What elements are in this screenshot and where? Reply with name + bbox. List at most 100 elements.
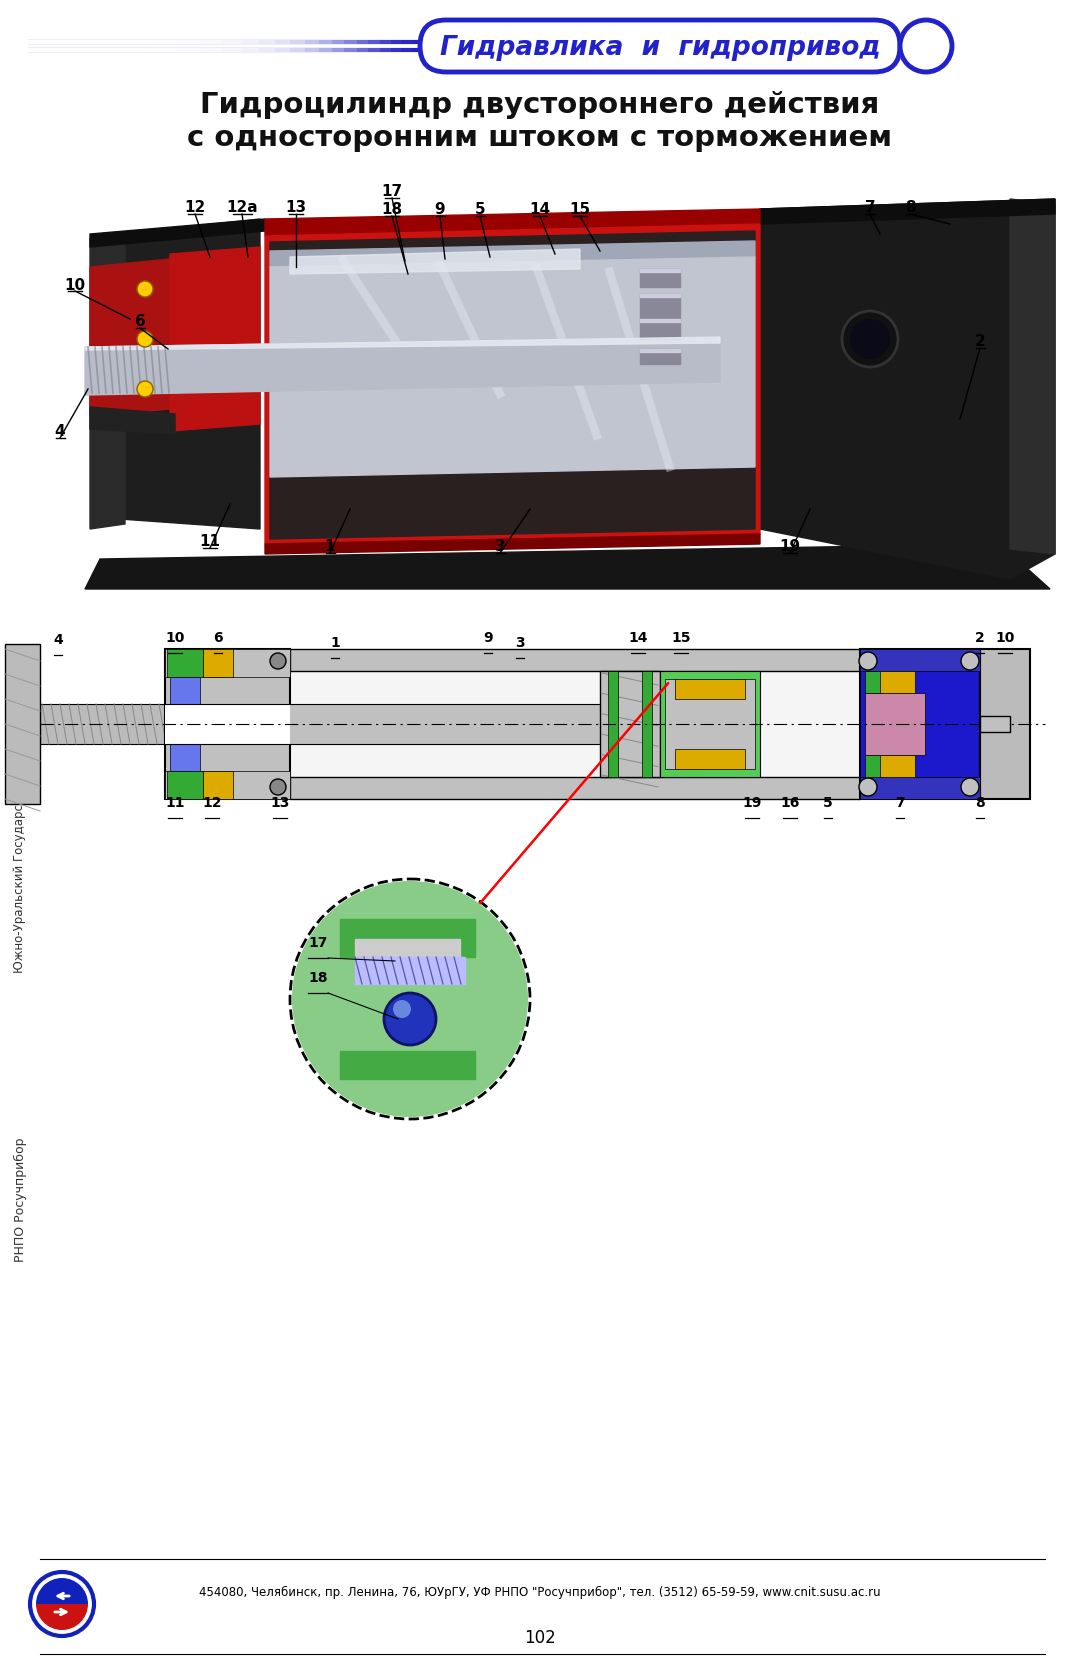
Circle shape	[961, 779, 978, 797]
Polygon shape	[165, 704, 291, 744]
Circle shape	[850, 319, 890, 359]
Text: 17: 17	[381, 185, 403, 200]
Text: 454080, Челябинск, пр. Ленина, 76, ЮУрГУ, УФ РНПО "Росучприбор", тел. (3512) 65-: 454080, Челябинск, пр. Ленина, 76, ЮУрГУ…	[199, 1584, 881, 1597]
Polygon shape	[1010, 200, 1055, 554]
Text: 17: 17	[308, 935, 327, 950]
Circle shape	[270, 654, 286, 669]
Polygon shape	[291, 777, 860, 799]
Text: 11: 11	[200, 534, 220, 549]
Text: 102: 102	[524, 1627, 556, 1646]
Text: 3: 3	[495, 539, 505, 554]
Text: 18: 18	[381, 203, 403, 218]
Text: Гидравлика  и  гидропривод: Гидравлика и гидропривод	[440, 35, 880, 62]
Text: 8: 8	[905, 200, 916, 215]
Wedge shape	[36, 1577, 87, 1604]
Circle shape	[859, 652, 877, 671]
Text: 13: 13	[270, 795, 289, 809]
Polygon shape	[760, 200, 1055, 579]
Polygon shape	[340, 920, 475, 957]
Circle shape	[859, 779, 877, 797]
Polygon shape	[665, 679, 755, 769]
Polygon shape	[265, 210, 760, 236]
Text: РНПО Росучприбор: РНПО Росучприбор	[13, 1137, 27, 1261]
Polygon shape	[640, 319, 680, 323]
Polygon shape	[90, 220, 265, 248]
Polygon shape	[203, 649, 233, 677]
Circle shape	[393, 1000, 411, 1018]
Polygon shape	[860, 649, 980, 799]
Polygon shape	[265, 225, 760, 544]
Polygon shape	[90, 235, 125, 529]
Text: 14: 14	[629, 631, 648, 644]
Polygon shape	[165, 772, 291, 799]
Text: 1: 1	[325, 539, 335, 554]
Polygon shape	[40, 704, 165, 744]
Circle shape	[842, 311, 897, 368]
Circle shape	[30, 1572, 94, 1636]
Text: 18: 18	[308, 970, 327, 985]
Polygon shape	[340, 1052, 475, 1080]
Polygon shape	[860, 777, 980, 799]
Polygon shape	[640, 349, 680, 364]
Polygon shape	[291, 250, 580, 275]
Circle shape	[961, 652, 978, 671]
Text: 15: 15	[569, 203, 591, 218]
Circle shape	[900, 22, 951, 73]
Circle shape	[137, 281, 153, 298]
Polygon shape	[880, 755, 915, 777]
Polygon shape	[203, 772, 233, 799]
Text: 19: 19	[780, 539, 800, 554]
Polygon shape	[660, 672, 760, 777]
Polygon shape	[165, 649, 291, 799]
Polygon shape	[90, 260, 170, 418]
Text: 3: 3	[515, 636, 525, 649]
Text: 9: 9	[434, 203, 445, 218]
Polygon shape	[865, 694, 924, 755]
Text: 12: 12	[185, 200, 205, 215]
Polygon shape	[880, 672, 915, 694]
Text: 7: 7	[895, 795, 905, 809]
Text: с односторонним штоком с торможением: с односторонним штоком с торможением	[188, 123, 892, 151]
Circle shape	[291, 880, 530, 1120]
Text: 15: 15	[672, 631, 691, 644]
Polygon shape	[291, 672, 860, 777]
Text: Южно-Уральский Государственный университет: Южно-Уральский Государственный университ…	[13, 667, 27, 972]
Text: 12: 12	[202, 795, 221, 809]
Text: 1: 1	[330, 636, 340, 649]
Polygon shape	[120, 220, 260, 529]
Polygon shape	[170, 677, 200, 772]
Polygon shape	[355, 957, 465, 985]
Polygon shape	[90, 408, 175, 434]
Text: 10: 10	[165, 631, 185, 644]
Polygon shape	[675, 679, 745, 699]
Polygon shape	[608, 672, 618, 777]
Text: 7: 7	[865, 200, 875, 215]
Text: 6: 6	[135, 314, 146, 329]
Polygon shape	[85, 338, 720, 396]
FancyBboxPatch shape	[420, 22, 900, 73]
Polygon shape	[167, 649, 203, 677]
Text: 10: 10	[996, 631, 1015, 644]
Polygon shape	[270, 231, 755, 539]
Polygon shape	[291, 704, 600, 744]
Polygon shape	[265, 534, 760, 554]
Polygon shape	[980, 649, 1030, 799]
Polygon shape	[760, 200, 1055, 225]
Text: 19: 19	[742, 795, 761, 809]
Polygon shape	[165, 649, 291, 677]
Polygon shape	[85, 338, 720, 351]
Polygon shape	[860, 649, 980, 672]
Text: 2: 2	[974, 334, 985, 349]
Text: 9: 9	[483, 631, 492, 644]
Wedge shape	[36, 1604, 87, 1631]
Polygon shape	[640, 270, 680, 288]
Text: 10: 10	[65, 278, 85, 293]
Text: 5: 5	[823, 795, 833, 809]
Polygon shape	[640, 319, 680, 339]
Text: 13: 13	[285, 200, 307, 215]
Text: 4: 4	[53, 632, 63, 647]
Polygon shape	[5, 644, 40, 804]
Polygon shape	[355, 940, 460, 957]
Polygon shape	[640, 349, 680, 353]
Polygon shape	[270, 258, 755, 478]
